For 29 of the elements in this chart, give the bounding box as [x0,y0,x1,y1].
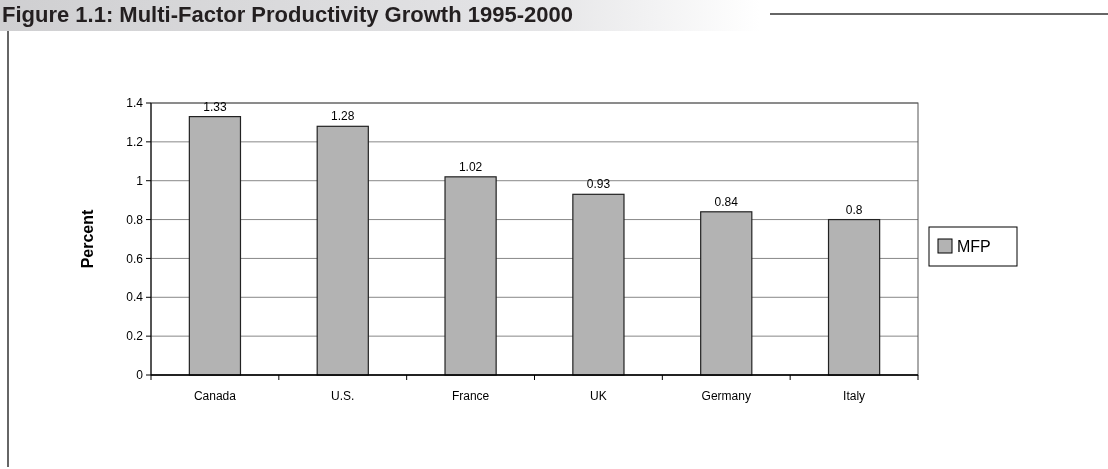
y-tick-label: 1.2 [126,135,144,150]
bar [188,116,242,376]
data-label: 1.28 [331,109,355,124]
data-label: 0.93 [586,177,611,192]
bar [827,218,881,376]
x-tick-label: Canada [193,389,237,403]
y-tick-label: 1 [136,173,144,188]
data-label: 0.8 [845,202,863,217]
bar [316,125,369,376]
x-tick-label: Italy [843,389,866,403]
bar [700,211,753,376]
bar [444,176,497,376]
x-tick-label: Germany [701,389,751,403]
x-tick-label: France [451,389,490,403]
y-tick-label: 0.4 [126,290,144,305]
data-label: 1.33 [203,99,227,114]
data-label: 0.84 [714,194,739,209]
x-tick-label: U.S. [331,389,355,403]
y-tick-label: 0 [136,368,144,383]
y-tick-label: 1.4 [126,96,144,111]
data-label: 1.02 [458,159,483,174]
bar [572,193,625,376]
y-tick-label: 0.6 [126,251,144,266]
y-tick-label: 0.8 [126,212,144,227]
legend-label: MFP [957,237,991,255]
x-tick-label: UK [590,389,607,403]
chart-title: Figure 1.1: Multi-Factor Productivity Growth 1995-2000 [2,2,573,27]
y-axis-title: Percent [79,208,96,269]
y-tick-label: 0.2 [126,329,144,344]
